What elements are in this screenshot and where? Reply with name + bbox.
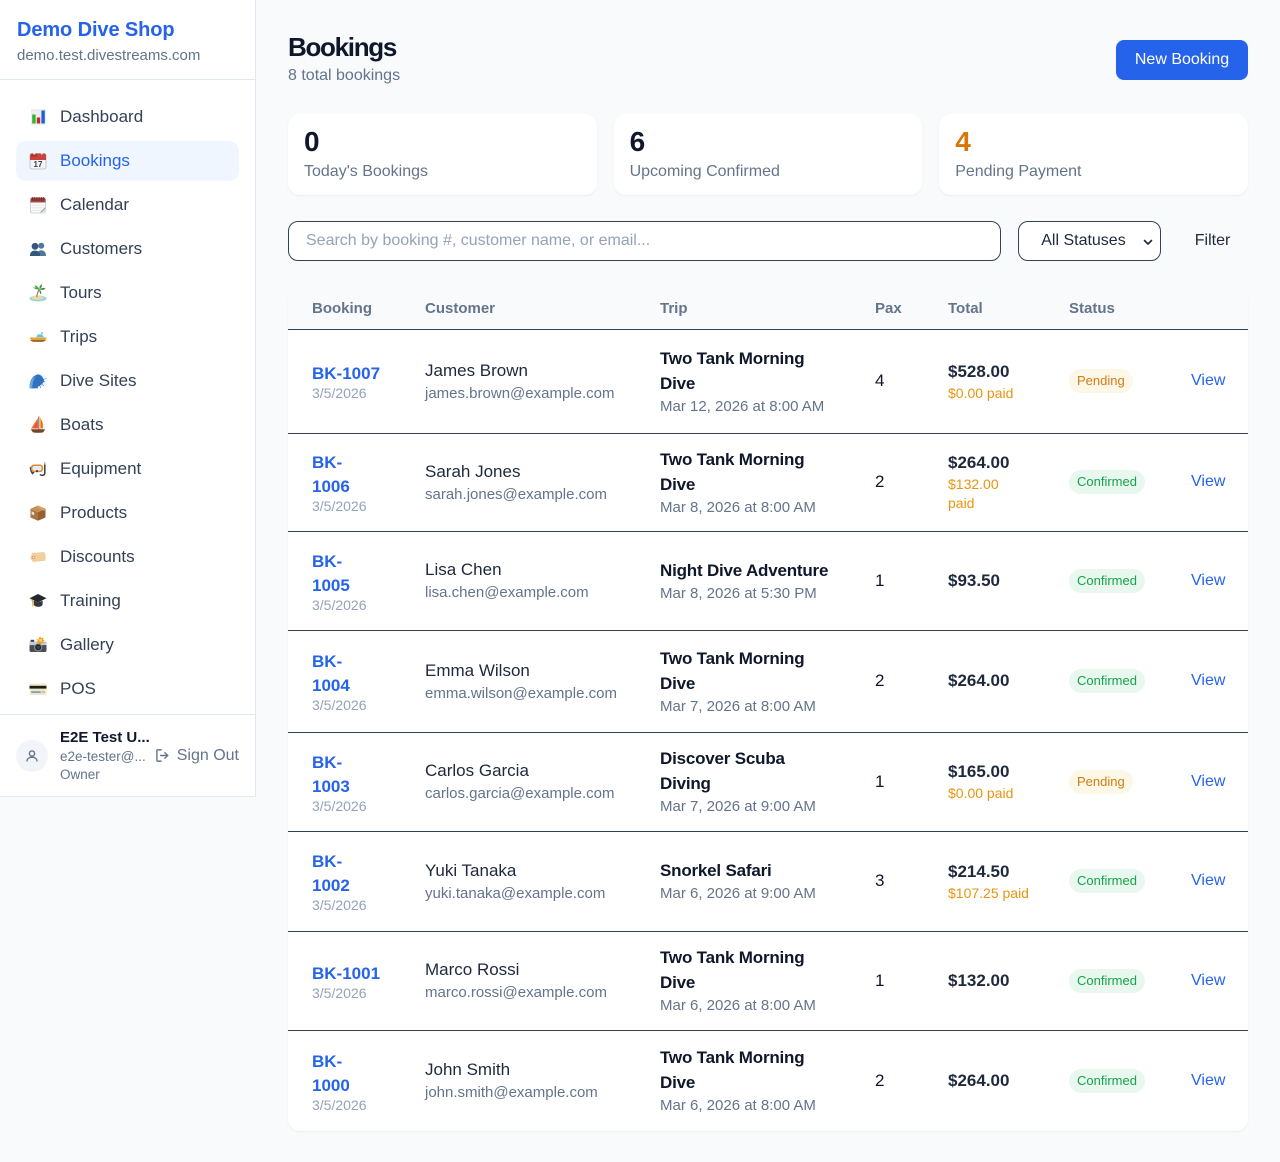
svg-text:17: 17 [34,160,43,169]
